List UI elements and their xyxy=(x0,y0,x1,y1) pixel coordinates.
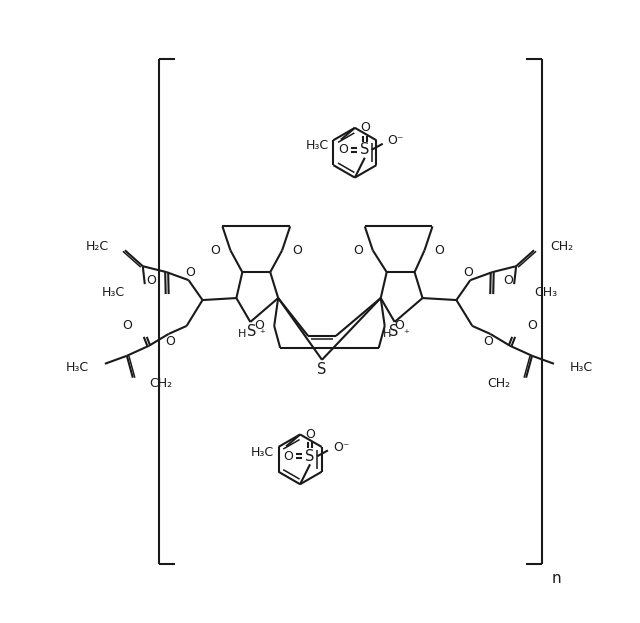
Text: H₃C: H₃C xyxy=(66,361,89,374)
Text: H₃C: H₃C xyxy=(102,285,125,298)
Text: O: O xyxy=(254,320,264,333)
Text: H: H xyxy=(238,329,246,339)
Text: O: O xyxy=(503,273,513,287)
Text: O: O xyxy=(463,265,473,278)
Text: H₃C: H₃C xyxy=(570,361,593,374)
Text: O: O xyxy=(483,335,493,348)
Text: O⁻: O⁻ xyxy=(333,441,349,454)
Text: O: O xyxy=(305,428,315,441)
Text: O: O xyxy=(211,244,220,257)
Text: O: O xyxy=(353,244,363,257)
Text: CH₃: CH₃ xyxy=(534,285,557,298)
Text: O: O xyxy=(146,273,156,287)
Text: S: S xyxy=(246,325,256,340)
Text: ⁺: ⁺ xyxy=(259,329,265,339)
Text: O: O xyxy=(435,244,444,257)
Text: n: n xyxy=(552,571,561,586)
Text: O: O xyxy=(527,320,537,333)
Text: CH₂: CH₂ xyxy=(487,377,510,390)
Text: S: S xyxy=(317,362,326,378)
Text: O: O xyxy=(338,143,348,156)
Text: O: O xyxy=(360,121,370,135)
Text: H: H xyxy=(383,329,391,339)
Text: ⁺: ⁺ xyxy=(404,329,410,339)
Text: S: S xyxy=(389,325,398,340)
Text: H₃C: H₃C xyxy=(306,140,329,152)
Text: O: O xyxy=(395,320,404,333)
Text: CH₂: CH₂ xyxy=(148,377,172,390)
Text: O⁻: O⁻ xyxy=(388,135,404,147)
Text: O: O xyxy=(284,450,293,463)
Text: O: O xyxy=(186,265,195,278)
Text: H₂C: H₂C xyxy=(86,240,109,253)
Text: O: O xyxy=(292,244,302,257)
Text: S: S xyxy=(360,142,369,157)
Text: O: O xyxy=(122,320,132,333)
Text: S: S xyxy=(305,449,315,464)
Text: CH₂: CH₂ xyxy=(550,240,573,253)
Text: O: O xyxy=(166,335,175,348)
Text: H₃C: H₃C xyxy=(251,446,274,459)
